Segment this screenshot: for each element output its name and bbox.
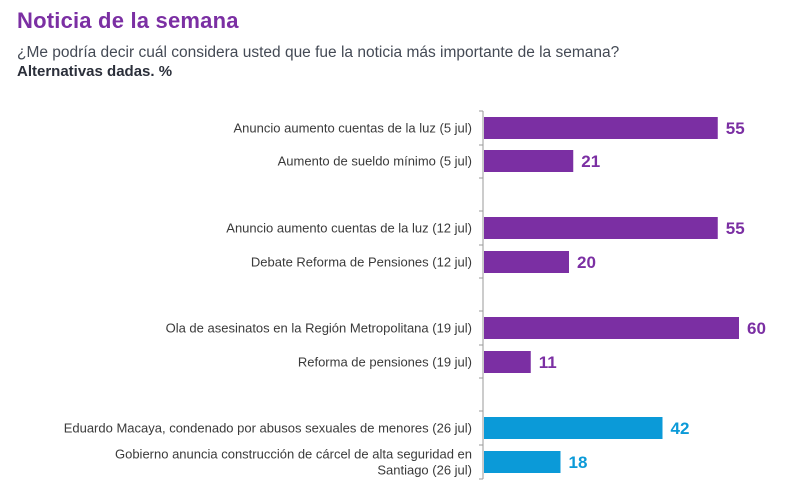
chart-title: Noticia de la semana [17,8,239,33]
chart-note: Alternativas dadas. % [17,63,173,80]
category-label: Aumento de sueldo mínimo (5 jul) [278,154,472,169]
bar [484,251,569,273]
category-label-line: Reforma de pensiones (19 jul) [298,355,472,370]
category-label-line: Santiago (26 jul) [377,463,472,478]
data-label: 60 [747,319,766,338]
category-label-line: Aumento de sueldo mínimo (5 jul) [278,154,472,169]
bar [484,117,718,139]
data-label: 11 [539,353,557,372]
data-label: 42 [671,419,690,438]
category-label-line: Gobierno anuncia construcción de cárcel … [115,447,472,462]
category-label: Debate Reforma de Pensiones (12 jul) [251,255,472,270]
bar [484,317,739,339]
data-label: 55 [726,219,745,238]
bar [484,417,663,439]
category-label: Ola de asesinatos en la Región Metropoli… [166,321,472,336]
category-label-line: Debate Reforma de Pensiones (12 jul) [251,255,472,270]
bar [484,150,574,172]
bar [484,351,531,373]
category-label: Reforma de pensiones (19 jul) [298,355,472,370]
category-label: Gobierno anuncia construcción de cárcel … [115,447,472,478]
category-label: Eduardo Macaya, condenado por abusos sex… [64,421,472,436]
category-label-line: Eduardo Macaya, condenado por abusos sex… [64,421,472,436]
category-label-line: Anuncio aumento cuentas de la luz (5 jul… [234,121,472,136]
data-label: 55 [726,119,745,138]
data-label: 21 [581,152,600,171]
bar [484,217,718,239]
data-label: 20 [577,253,596,272]
data-label: 18 [569,453,588,472]
category-label: Anuncio aumento cuentas de la luz (12 ju… [226,221,472,236]
category-label: Anuncio aumento cuentas de la luz (5 jul… [234,121,472,136]
bar [484,451,561,473]
category-label-line: Anuncio aumento cuentas de la luz (12 ju… [226,221,472,236]
category-label-line: Ola de asesinatos en la Región Metropoli… [166,321,472,336]
chart-question: ¿Me podría decir cuál considera usted qu… [17,44,620,61]
